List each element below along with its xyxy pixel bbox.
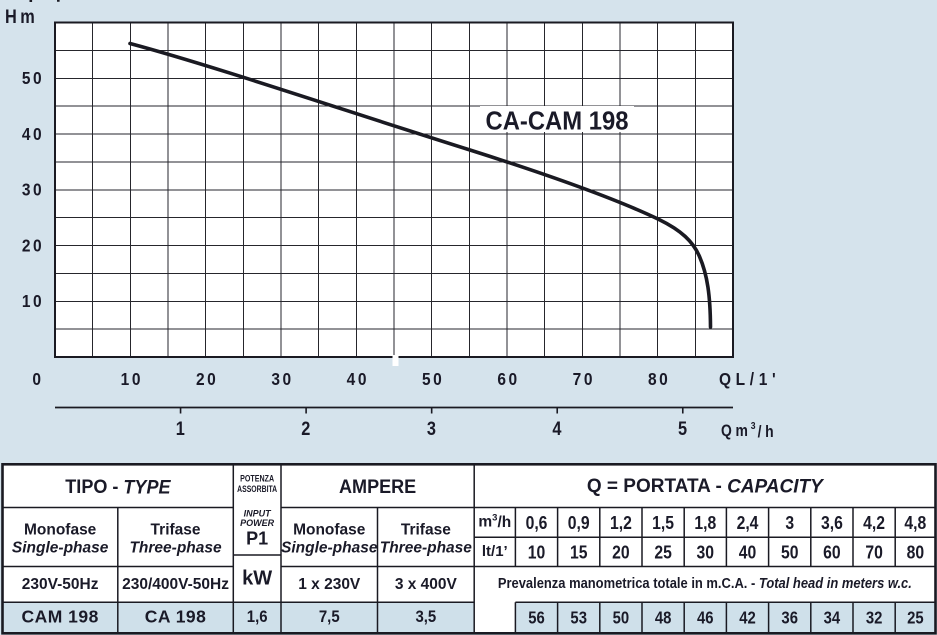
svg-text:20: 20 — [612, 541, 629, 563]
svg-text:Monofase: Monofase — [293, 522, 366, 539]
svg-text:Hm: Hm — [5, 6, 38, 27]
svg-text:25: 25 — [907, 608, 924, 627]
svg-text:40: 40 — [347, 369, 369, 389]
svg-text:56: 56 — [528, 608, 545, 627]
svg-text:Q = PORTATA - CAPACITY: Q = PORTATA - CAPACITY — [587, 476, 825, 497]
svg-text:INPUT: INPUT — [244, 509, 273, 519]
svg-text:20: 20 — [22, 235, 44, 255]
svg-text:lt/1’: lt/1’ — [482, 543, 508, 560]
svg-text:5: 5 — [678, 418, 690, 439]
svg-text:48: 48 — [655, 608, 672, 627]
svg-text:Qm3/h: Qm3/h — [721, 420, 777, 441]
svg-text:Single-phase: Single-phase — [281, 539, 378, 556]
svg-text:3: 3 — [427, 418, 439, 439]
svg-text:ASSORBITA: ASSORBITA — [237, 484, 277, 494]
svg-text:4: 4 — [552, 418, 564, 439]
svg-text:CAM 198: CAM 198 — [21, 607, 98, 627]
svg-text:2,4: 2,4 — [737, 512, 759, 534]
svg-text:10: 10 — [528, 541, 545, 563]
svg-text:Trifase: Trifase — [401, 522, 451, 539]
svg-text:4,2: 4,2 — [863, 512, 885, 534]
svg-text:20: 20 — [196, 369, 218, 389]
svg-text:P1: P1 — [246, 529, 268, 549]
svg-text:CA 198: CA 198 — [145, 607, 207, 627]
svg-text:70: 70 — [573, 369, 595, 389]
svg-text:Trifase: Trifase — [151, 522, 201, 539]
svg-text:40: 40 — [22, 124, 44, 144]
svg-text:32: 32 — [866, 608, 883, 627]
svg-text:50: 50 — [613, 608, 630, 627]
svg-text:TIPO - TYPE: TIPO - TYPE — [65, 476, 171, 498]
svg-text:4,8: 4,8 — [904, 512, 926, 534]
svg-text:kW: kW — [242, 568, 272, 590]
svg-text:7,5: 7,5 — [319, 608, 340, 626]
svg-text:Single-phase: Single-phase — [12, 539, 109, 556]
svg-text:3,6: 3,6 — [821, 512, 843, 534]
svg-text:230V-50Hz: 230V-50Hz — [22, 576, 99, 593]
svg-text:30: 30 — [22, 180, 44, 200]
svg-text:3: 3 — [785, 512, 794, 534]
svg-text:2: 2 — [301, 418, 313, 439]
svg-text:60: 60 — [823, 541, 840, 563]
svg-text:50: 50 — [422, 369, 444, 389]
svg-text:70: 70 — [865, 541, 882, 563]
svg-text:0,9: 0,9 — [568, 512, 590, 534]
svg-text:POWER: POWER — [240, 518, 275, 528]
svg-text:53: 53 — [570, 608, 587, 627]
svg-text:30: 30 — [697, 541, 714, 563]
svg-text:1: 1 — [176, 418, 188, 439]
svg-text:50: 50 — [22, 68, 44, 88]
svg-text:80: 80 — [648, 369, 670, 389]
svg-text:34: 34 — [824, 608, 841, 627]
svg-text:40: 40 — [739, 541, 756, 563]
svg-text:30: 30 — [271, 369, 293, 389]
svg-text:42: 42 — [739, 608, 756, 627]
svg-text:1 x 230V: 1 x 230V — [298, 576, 361, 593]
svg-text:Three-phase: Three-phase — [129, 539, 222, 556]
svg-text:m3/h: m3/h — [478, 512, 511, 531]
svg-text:Prevalenza manometrica totale: Prevalenza manometrica totale in m.C.A. … — [498, 576, 912, 592]
svg-text:QL/1': QL/1' — [719, 369, 780, 389]
svg-text:3,5: 3,5 — [415, 608, 436, 626]
svg-text:46: 46 — [697, 608, 714, 627]
svg-text:1,6: 1,6 — [247, 608, 268, 626]
svg-text:60: 60 — [497, 369, 519, 389]
svg-text:1,2: 1,2 — [610, 512, 632, 534]
svg-text:POTENZA: POTENZA — [240, 474, 274, 484]
svg-text:36: 36 — [781, 608, 798, 627]
svg-text:3 x 400V: 3 x 400V — [395, 576, 458, 593]
svg-text:230/400V-50Hz: 230/400V-50Hz — [122, 576, 229, 593]
svg-text:0: 0 — [32, 369, 43, 389]
svg-text:25: 25 — [654, 541, 672, 563]
svg-text:1,8: 1,8 — [694, 512, 716, 534]
svg-text:Three-phase: Three-phase — [380, 539, 473, 556]
svg-text:Monofase: Monofase — [24, 522, 97, 539]
svg-text:AMPERE: AMPERE — [339, 476, 416, 498]
svg-text:1,5: 1,5 — [652, 512, 674, 534]
svg-text:10: 10 — [22, 291, 44, 311]
svg-text:CA-CAM 198: CA-CAM 198 — [486, 106, 629, 136]
svg-text:50: 50 — [781, 541, 798, 563]
svg-text:80: 80 — [907, 541, 924, 563]
svg-text:0,6: 0,6 — [526, 512, 548, 534]
svg-text:10: 10 — [121, 369, 143, 389]
svg-text:15: 15 — [570, 541, 588, 563]
